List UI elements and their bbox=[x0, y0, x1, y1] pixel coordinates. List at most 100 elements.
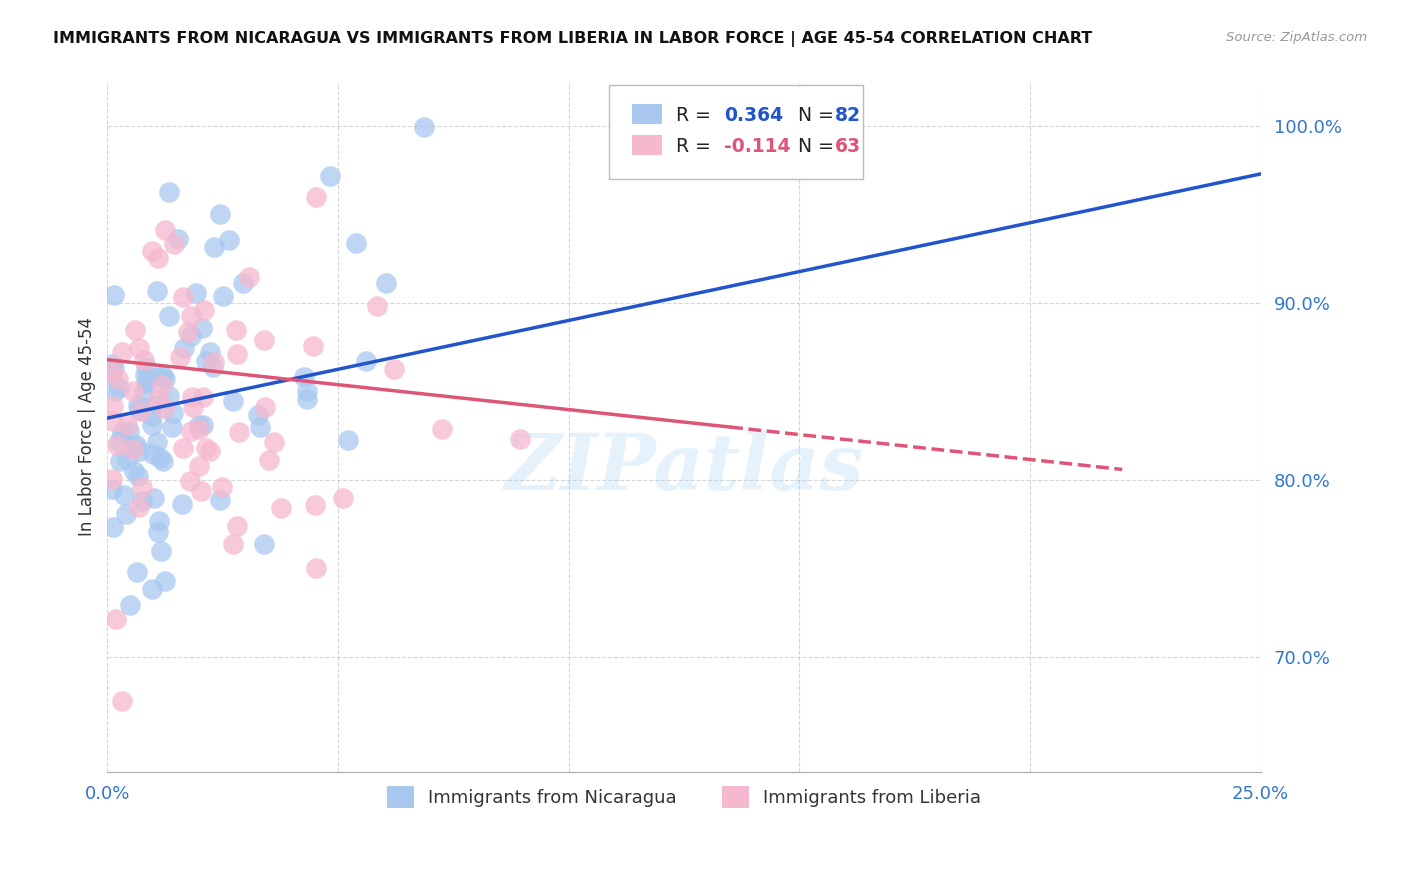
Point bbox=[101, 472, 124, 486]
Point bbox=[136, 373, 159, 387]
Point bbox=[157, 389, 180, 403]
Point bbox=[253, 334, 276, 348]
Text: IMMIGRANTS FROM NICARAGUA VS IMMIGRANTS FROM LIBERIA IN LABOR FORCE | AGE 45-54 : IMMIGRANTS FROM NICARAGUA VS IMMIGRANTS … bbox=[53, 31, 1092, 47]
Point bbox=[180, 390, 202, 404]
Point bbox=[194, 441, 217, 455]
Point bbox=[191, 417, 214, 432]
Point bbox=[190, 483, 212, 498]
Point bbox=[187, 459, 209, 474]
Point bbox=[103, 288, 125, 302]
Point bbox=[202, 354, 225, 368]
Point bbox=[118, 424, 141, 438]
Point bbox=[162, 406, 184, 420]
Text: R =: R = bbox=[676, 136, 717, 155]
Point bbox=[232, 277, 254, 291]
Point bbox=[249, 420, 271, 434]
Point bbox=[238, 270, 260, 285]
Point bbox=[146, 284, 169, 298]
Point bbox=[153, 372, 176, 386]
Point bbox=[118, 598, 141, 612]
Text: Source: ZipAtlas.com: Source: ZipAtlas.com bbox=[1226, 31, 1367, 45]
Point bbox=[101, 482, 124, 496]
Point bbox=[115, 507, 138, 521]
Point bbox=[270, 501, 292, 516]
Point bbox=[302, 338, 325, 352]
Point bbox=[157, 186, 180, 200]
Text: 63: 63 bbox=[835, 136, 862, 155]
Point bbox=[259, 453, 281, 467]
Point bbox=[337, 433, 360, 447]
FancyBboxPatch shape bbox=[633, 104, 662, 124]
Point bbox=[292, 369, 315, 384]
Point bbox=[157, 309, 180, 323]
Point bbox=[142, 491, 165, 505]
FancyBboxPatch shape bbox=[633, 136, 662, 155]
Point bbox=[153, 574, 176, 588]
Point bbox=[128, 402, 150, 417]
Point bbox=[127, 468, 149, 483]
Point bbox=[105, 612, 128, 626]
Point bbox=[107, 372, 129, 386]
Text: 0.364: 0.364 bbox=[724, 105, 783, 125]
Point bbox=[122, 439, 145, 453]
Point bbox=[101, 520, 124, 534]
Point bbox=[173, 290, 195, 304]
Point bbox=[124, 438, 146, 452]
FancyBboxPatch shape bbox=[609, 86, 863, 178]
Point bbox=[134, 368, 156, 382]
Point bbox=[193, 390, 215, 404]
Point bbox=[202, 239, 225, 253]
Point bbox=[173, 341, 195, 355]
Point bbox=[122, 442, 145, 457]
Point bbox=[111, 694, 134, 708]
Point bbox=[208, 492, 231, 507]
Point bbox=[142, 447, 165, 461]
Point bbox=[200, 444, 222, 458]
Point bbox=[263, 435, 285, 450]
Point bbox=[201, 360, 224, 375]
Point bbox=[179, 475, 201, 489]
Point bbox=[180, 310, 202, 324]
Point bbox=[148, 524, 170, 539]
Point bbox=[105, 438, 128, 452]
Point bbox=[111, 425, 134, 439]
Point bbox=[167, 232, 190, 246]
Point bbox=[127, 398, 149, 412]
Y-axis label: In Labor Force | Age 45-54: In Labor Force | Age 45-54 bbox=[79, 318, 96, 536]
Point bbox=[198, 344, 221, 359]
Point bbox=[129, 404, 152, 418]
Point bbox=[131, 480, 153, 494]
Point bbox=[304, 498, 326, 512]
Point bbox=[135, 359, 157, 374]
Point bbox=[135, 376, 157, 391]
Point bbox=[188, 422, 211, 436]
Point bbox=[253, 400, 276, 414]
Point bbox=[112, 488, 135, 502]
Point bbox=[247, 408, 270, 422]
Point bbox=[218, 233, 240, 247]
Point bbox=[132, 353, 155, 368]
Point bbox=[318, 169, 340, 183]
Point bbox=[153, 401, 176, 416]
Text: R =: R = bbox=[676, 105, 717, 125]
Point bbox=[332, 491, 354, 505]
Point bbox=[413, 120, 436, 135]
Point bbox=[141, 244, 163, 258]
Point bbox=[211, 289, 233, 303]
Point bbox=[382, 362, 405, 376]
Point bbox=[160, 420, 183, 434]
Text: N =: N = bbox=[780, 136, 839, 155]
Point bbox=[295, 392, 318, 406]
Point bbox=[253, 537, 276, 551]
Point bbox=[148, 514, 170, 528]
Point bbox=[149, 451, 172, 466]
Point bbox=[305, 561, 328, 575]
Point bbox=[208, 207, 231, 221]
Point bbox=[344, 235, 367, 250]
Point bbox=[170, 498, 193, 512]
Legend: Immigrants from Nicaragua, Immigrants from Liberia: Immigrants from Nicaragua, Immigrants fr… bbox=[380, 779, 988, 814]
Point bbox=[432, 422, 454, 436]
Point bbox=[188, 417, 211, 432]
Point bbox=[111, 345, 134, 359]
Point bbox=[228, 425, 250, 439]
